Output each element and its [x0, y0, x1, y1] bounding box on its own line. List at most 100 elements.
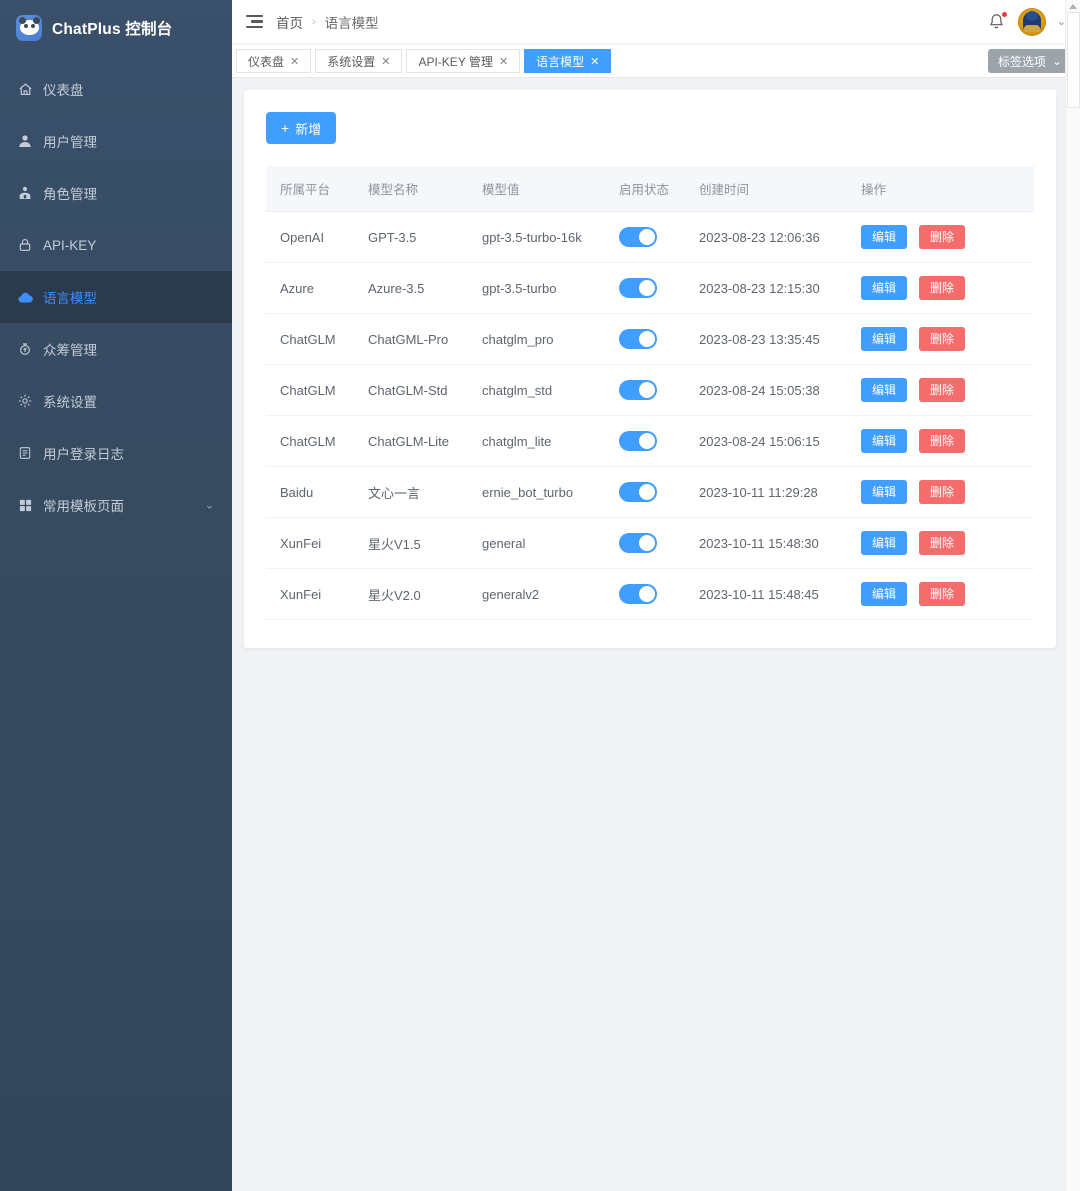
- close-icon[interactable]: ✕: [498, 55, 509, 68]
- cell-model-name: Azure-3.5: [354, 262, 468, 314]
- enabled-toggle[interactable]: [619, 584, 657, 604]
- edit-button[interactable]: 编辑: [861, 225, 908, 249]
- column-operations: 操作: [847, 166, 1034, 212]
- enabled-toggle[interactable]: [619, 482, 657, 502]
- sidebar-item-dashboard[interactable]: 仪表盘: [0, 63, 232, 115]
- sidebar-item-users[interactable]: 用户管理: [0, 115, 232, 167]
- cell-platform: ChatGLM: [266, 415, 354, 467]
- breadcrumb-home[interactable]: 首页: [276, 15, 303, 31]
- cell-platform: ChatGLM: [266, 364, 354, 416]
- cell-created-time: 2023-08-24 15:06:15: [685, 415, 847, 467]
- tab-label: API-KEY 管理: [418, 54, 493, 69]
- sidebar-item-system-settings[interactable]: 系统设置: [0, 375, 232, 427]
- add-button[interactable]: + 新增: [266, 112, 337, 144]
- sidebar-item-templates[interactable]: 常用模板页面 ⌄: [0, 479, 232, 531]
- cell-created-time: 2023-08-23 12:06:36: [685, 211, 847, 263]
- edit-button[interactable]: 编辑: [861, 327, 908, 351]
- cell-created-time: 2023-10-11 11:29:28: [685, 466, 847, 518]
- avatar[interactable]: [1017, 7, 1046, 36]
- edit-button[interactable]: 编辑: [861, 582, 908, 606]
- chevron-down-icon: ⌄: [1051, 54, 1062, 68]
- chevron-down-icon: ⌄: [204, 499, 214, 512]
- tag-options-label: 标签选项: [997, 54, 1046, 69]
- cell-platform: XunFei: [266, 568, 354, 620]
- log-icon: [16, 444, 34, 462]
- grid-icon: [16, 496, 34, 514]
- cell-operations: 编辑 删除: [847, 262, 1034, 314]
- cell-created-time: 2023-08-24 15:05:38: [685, 364, 847, 416]
- table-row: Azure Azure-3.5 gpt-3.5-turbo 2023-08-23 12…: [266, 262, 1034, 314]
- table-header-row: 所属平台 模型名称 模型值 启用状态 创建时间 操作: [266, 166, 1034, 212]
- tab-language-model[interactable]: 语言模型 ✕: [524, 49, 612, 73]
- edit-button[interactable]: 编辑: [861, 378, 908, 402]
- sidebar-item-label: 角色管理: [43, 187, 97, 202]
- sidebar-item-label: 语言模型: [43, 291, 97, 306]
- edit-button[interactable]: 编辑: [861, 276, 908, 300]
- sidebar-item-roles[interactable]: 角色管理: [0, 167, 232, 219]
- cell-platform: OpenAI: [266, 211, 354, 263]
- enabled-toggle[interactable]: [619, 380, 657, 400]
- model-list-card: + 新增 所属平台 模型名称 模型值 启用状态 创建时间: [244, 90, 1056, 648]
- hamburger-icon[interactable]: [246, 14, 263, 29]
- close-icon[interactable]: ✕: [590, 55, 600, 68]
- cell-operations: 编辑 删除: [847, 568, 1034, 620]
- enabled-toggle[interactable]: [619, 329, 657, 349]
- close-icon[interactable]: ✕: [381, 55, 391, 68]
- edit-button[interactable]: 编辑: [861, 429, 908, 453]
- tab-label: 系统设置: [327, 54, 376, 69]
- sidebar-item-api-key[interactable]: API-KEY: [0, 219, 232, 271]
- cloud-icon: [16, 288, 34, 306]
- column-model-name: 模型名称: [354, 166, 468, 212]
- table-row: ChatGLM ChatGLM-Std chatglm_std 2023-08-24 …: [266, 364, 1034, 416]
- cell-model-value: generalv2: [468, 568, 605, 620]
- cell-created-time: 2023-10-11 15:48:30: [685, 517, 847, 569]
- delete-button[interactable]: 删除: [919, 531, 966, 555]
- user-icon: [16, 132, 34, 150]
- sidebar-item-crowdfunding[interactable]: 众筹管理: [0, 323, 232, 375]
- enabled-toggle[interactable]: [619, 431, 657, 451]
- tab-bar: 仪表盘 ✕ 系统设置 ✕ API-KEY 管理 ✕ 语言模型 ✕ 标签选项: [232, 44, 1080, 78]
- delete-button[interactable]: 删除: [919, 327, 966, 351]
- page-scrollbar[interactable]: [1065, 0, 1080, 1191]
- plus-icon: +: [281, 120, 290, 136]
- delete-button[interactable]: 删除: [919, 480, 966, 504]
- delete-button[interactable]: 删除: [919, 276, 966, 300]
- bell-icon[interactable]: [987, 10, 1008, 33]
- table-row: Baidu 文心一言 ernie_bot_turbo 2023-10-11 11:29…: [266, 466, 1034, 518]
- cell-model-name: 文心一言: [354, 466, 468, 518]
- scrollbar-thumb[interactable]: [1067, 12, 1080, 108]
- tag-options-dropdown[interactable]: 标签选项 ⌄: [987, 49, 1072, 73]
- sidebar-item-login-log[interactable]: 用户登录日志: [0, 427, 232, 479]
- cell-platform: XunFei: [266, 517, 354, 569]
- sidebar-item-language-model[interactable]: 语言模型: [0, 271, 232, 323]
- enabled-toggle[interactable]: [619, 533, 657, 553]
- edit-button[interactable]: 编辑: [861, 480, 908, 504]
- tab-system-settings[interactable]: 系统设置 ✕: [315, 49, 403, 73]
- cell-operations: 编辑 删除: [847, 364, 1034, 416]
- tab-api-key-management[interactable]: API-KEY 管理 ✕: [406, 49, 521, 73]
- notification-badge: [1000, 10, 1008, 18]
- enabled-toggle[interactable]: [619, 227, 657, 247]
- enabled-toggle[interactable]: [619, 278, 657, 298]
- content-area: + 新增 所属平台 模型名称 模型值 启用状态 创建时间: [232, 78, 1080, 1191]
- table-row: OpenAI GPT-3.5 gpt-3.5-turbo-16k 2023-08-23…: [266, 211, 1034, 263]
- sidebar-item-label: 用户管理: [43, 135, 97, 150]
- sidebar-logo[interactable]: ChatPlus 控制台: [0, 0, 232, 55]
- delete-button[interactable]: 删除: [919, 378, 966, 402]
- scroll-up-arrow-icon[interactable]: [1069, 4, 1077, 9]
- cell-created-time: 2023-10-11 15:48:45: [685, 568, 847, 620]
- delete-button[interactable]: 删除: [919, 582, 966, 606]
- tab-dashboard[interactable]: 仪表盘 ✕: [236, 49, 312, 73]
- close-icon[interactable]: ✕: [290, 55, 300, 68]
- breadcrumb-current: 语言模型: [324, 15, 379, 31]
- cell-operations: 编辑 删除: [847, 211, 1034, 263]
- cell-platform: ChatGLM: [266, 313, 354, 365]
- delete-button[interactable]: 删除: [919, 225, 966, 249]
- chevron-down-icon[interactable]: ⌄: [1056, 16, 1066, 28]
- sidebar-item-label: 系统设置: [43, 395, 97, 410]
- delete-button[interactable]: 删除: [919, 429, 966, 453]
- main-area: 首页 › 语言模型 ⌄ 仪表盘 ✕ 系统设置: [232, 0, 1080, 1191]
- cell-model-value: chatglm_pro: [468, 313, 605, 365]
- edit-button[interactable]: 编辑: [861, 531, 908, 555]
